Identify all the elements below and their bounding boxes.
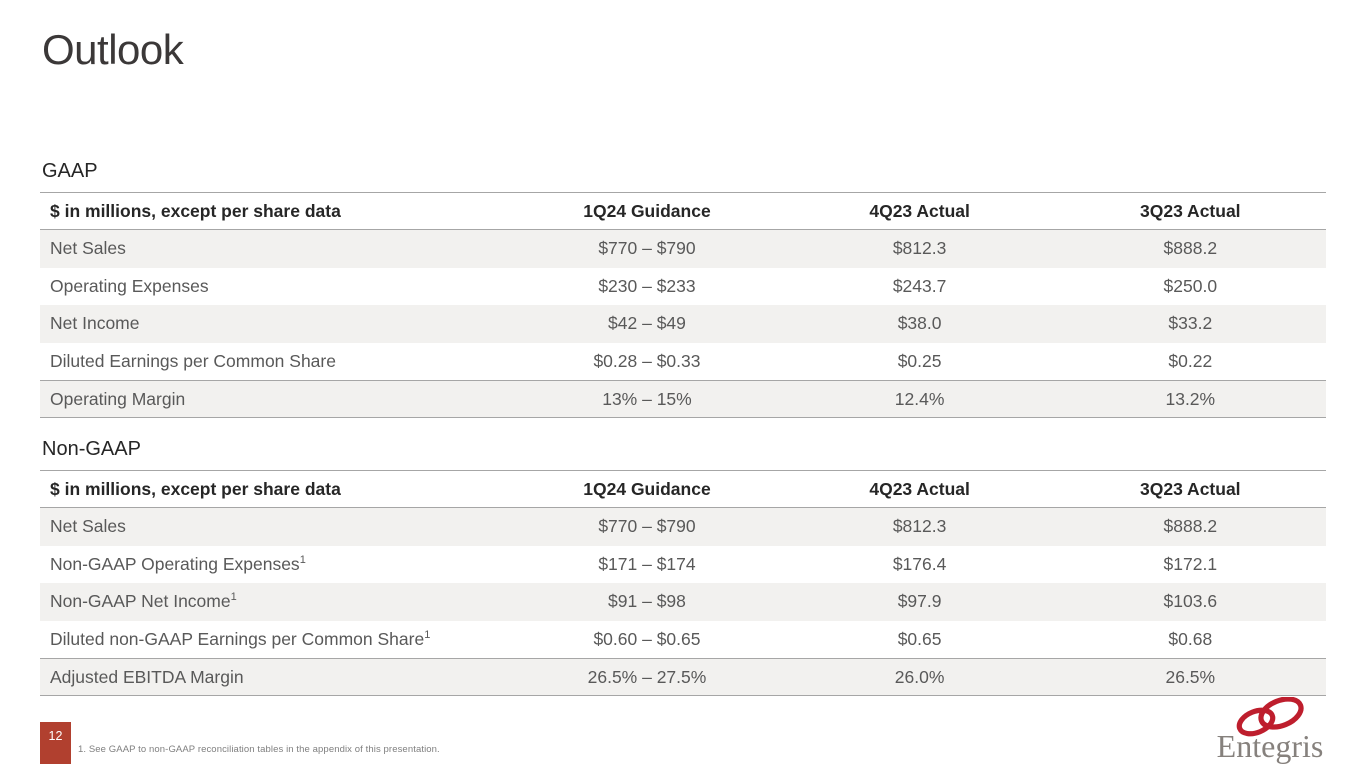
cell-value: $42 – $49 (608, 313, 686, 334)
cell-value: $97.9 (897, 591, 942, 612)
entegris-logo: Entegris (1203, 697, 1337, 762)
table-row: Diluted non-GAAP Earnings per Common Sha… (40, 621, 1326, 659)
table-row: Net Sales $770 – $790 $812.3 $888.2 (40, 508, 1326, 546)
column-header: $ in millions, except per share data (50, 478, 341, 499)
cell-value: $0.28 – $0.33 (593, 351, 701, 372)
row-label: Non-GAAP Net Income1 (50, 591, 237, 612)
cell-value: $0.60 – $0.65 (593, 629, 701, 650)
cell-value: $0.68 (1168, 629, 1213, 650)
table-row: Non-GAAP Operating Expenses1 $171 – $174… (40, 546, 1326, 584)
table-row: Adjusted EBITDA Margin 26.5% – 27.5% 26.… (40, 658, 1326, 696)
table-row: Operating Expenses $230 – $233 $243.7 $2… (40, 268, 1326, 306)
cell-value: $176.4 (892, 553, 947, 574)
cell-value: $172.1 (1163, 553, 1218, 574)
cell-value: $250.0 (1163, 275, 1218, 296)
cell-value: $0.22 (1168, 351, 1213, 372)
section-heading-gaap: GAAP (42, 160, 98, 182)
cell-value: $0.65 (897, 629, 942, 650)
row-label: Operating Margin (50, 388, 186, 409)
column-header: 1Q24 Guidance (583, 478, 711, 499)
cell-value: $770 – $790 (598, 516, 696, 537)
column-header: 3Q23 Actual (1140, 478, 1241, 499)
cell-value: $888.2 (1163, 516, 1218, 537)
table-header-row: $ in millions, except per share data 1Q2… (40, 470, 1326, 508)
cell-value: 26.5% – 27.5% (587, 666, 707, 687)
cell-value: $171 – $174 (598, 553, 696, 574)
table-row: Diluted Earnings per Common Share $0.28 … (40, 343, 1326, 381)
cell-value: $243.7 (892, 275, 947, 296)
page-number: 12 (48, 729, 63, 743)
row-label: Non-GAAP Operating Expenses1 (50, 553, 306, 574)
table-row: Operating Margin 13% – 15% 12.4% 13.2% (40, 380, 1326, 418)
page-title: Outlook (42, 26, 184, 73)
row-label: Adjusted EBITDA Margin (50, 666, 244, 687)
cell-value: 13.2% (1165, 388, 1216, 409)
column-header: 4Q23 Actual (869, 200, 970, 221)
column-header: 1Q24 Guidance (583, 200, 711, 221)
cell-value: $0.25 (897, 351, 942, 372)
cell-value: 12.4% (894, 388, 945, 409)
cell-value: $812.3 (892, 238, 947, 259)
section-heading-non-gaap: Non-GAAP (42, 438, 141, 460)
row-label: Diluted non-GAAP Earnings per Common Sha… (50, 629, 431, 650)
row-label: Net Income (50, 313, 140, 334)
row-label: Net Sales (50, 516, 126, 537)
cell-value: $91 – $98 (608, 591, 686, 612)
cell-value: $230 – $233 (598, 275, 696, 296)
table-header-row: $ in millions, except per share data 1Q2… (40, 192, 1326, 230)
cell-value: 13% – 15% (602, 388, 692, 409)
cell-value: $33.2 (1168, 313, 1213, 334)
cell-value: $888.2 (1163, 238, 1218, 259)
footnote: 1. See GAAP to non-GAAP reconciliation t… (78, 744, 440, 755)
cell-value: 26.0% (894, 666, 945, 687)
row-label: Operating Expenses (50, 275, 209, 296)
logo-wordmark: Entegris (1216, 728, 1324, 764)
cell-value: $770 – $790 (598, 238, 696, 259)
gaap-table: $ in millions, except per share data 1Q2… (40, 192, 1326, 418)
page-number-badge: 12 (40, 722, 71, 764)
cell-value: $103.6 (1163, 591, 1218, 612)
cell-value: $812.3 (892, 516, 947, 537)
column-header: 4Q23 Actual (869, 478, 970, 499)
column-header: $ in millions, except per share data (50, 200, 341, 221)
non-gaap-table: $ in millions, except per share data 1Q2… (40, 470, 1326, 696)
row-label: Net Sales (50, 238, 126, 259)
row-label: Diluted Earnings per Common Share (50, 351, 336, 372)
cell-value: 26.5% (1165, 666, 1216, 687)
entegris-rings-icon (1236, 697, 1304, 737)
column-header: 3Q23 Actual (1140, 200, 1241, 221)
cell-value: $38.0 (897, 313, 942, 334)
table-row: Non-GAAP Net Income1 $91 – $98 $97.9 $10… (40, 583, 1326, 621)
table-row: Net Income $42 – $49 $38.0 $33.2 (40, 305, 1326, 343)
table-row: Net Sales $770 – $790 $812.3 $888.2 (40, 230, 1326, 268)
